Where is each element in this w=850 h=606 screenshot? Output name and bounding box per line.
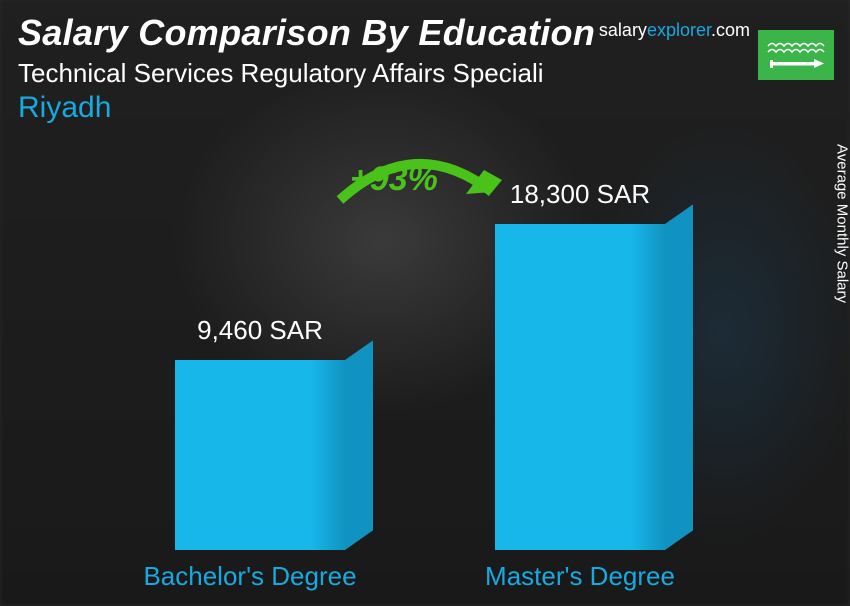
location-label: Riyadh xyxy=(18,91,832,125)
brand-prefix: salary xyxy=(599,20,647,40)
bar-masters xyxy=(495,224,665,550)
infographic-container: Salary Comparison By Education Technical… xyxy=(0,0,850,606)
saudi-flag-icon xyxy=(758,30,834,80)
brand-accent: explorer xyxy=(647,20,711,40)
bar-value-bachelors: 9,460 SAR xyxy=(140,315,380,346)
category-label-bachelors: Bachelor's Degree xyxy=(110,561,390,592)
bar-chart: 9,460 SAR 18,300 SAR Bachelor's Degree M… xyxy=(0,150,850,606)
brand-watermark: salaryexplorer.com xyxy=(599,20,750,41)
brand-suffix: .com xyxy=(711,20,750,40)
category-label-masters: Master's Degree xyxy=(440,561,720,592)
country-flag xyxy=(758,30,834,80)
bar-value-masters: 18,300 SAR xyxy=(460,179,700,210)
job-title: Technical Services Regulatory Affairs Sp… xyxy=(18,58,832,89)
bar-bachelors xyxy=(175,360,345,550)
bar-group-bachelors: 9,460 SAR xyxy=(140,315,380,550)
bar-group-masters: 18,300 SAR xyxy=(460,179,700,550)
